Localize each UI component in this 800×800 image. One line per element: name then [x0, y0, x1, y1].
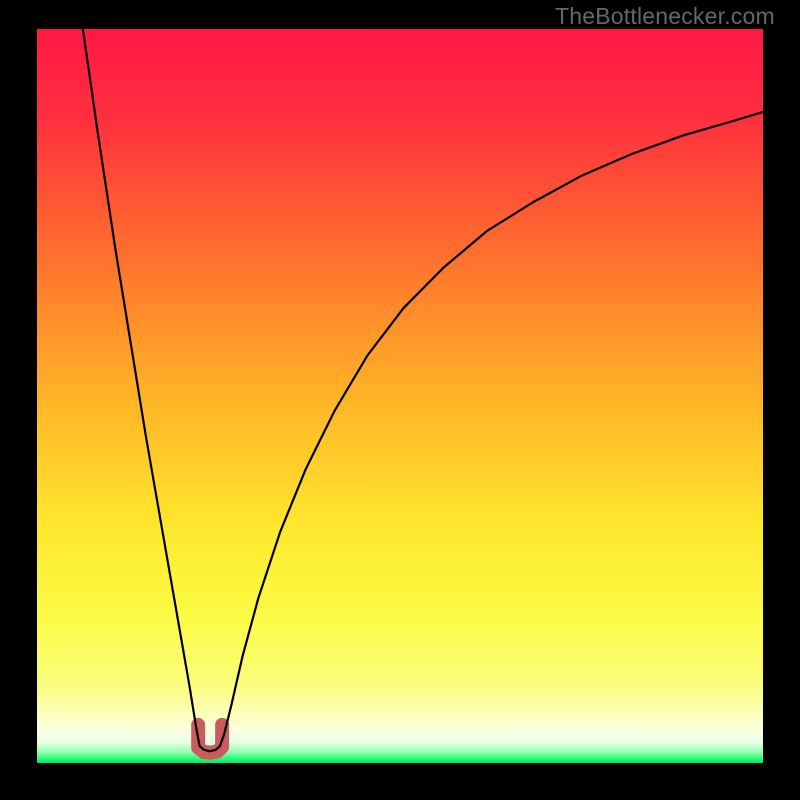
gradient-background [37, 29, 763, 763]
plot-area [37, 29, 763, 763]
chart-svg [37, 29, 763, 763]
watermark-text: TheBottlenecker.com [555, 3, 775, 30]
chart-frame: TheBottlenecker.com [0, 0, 800, 800]
